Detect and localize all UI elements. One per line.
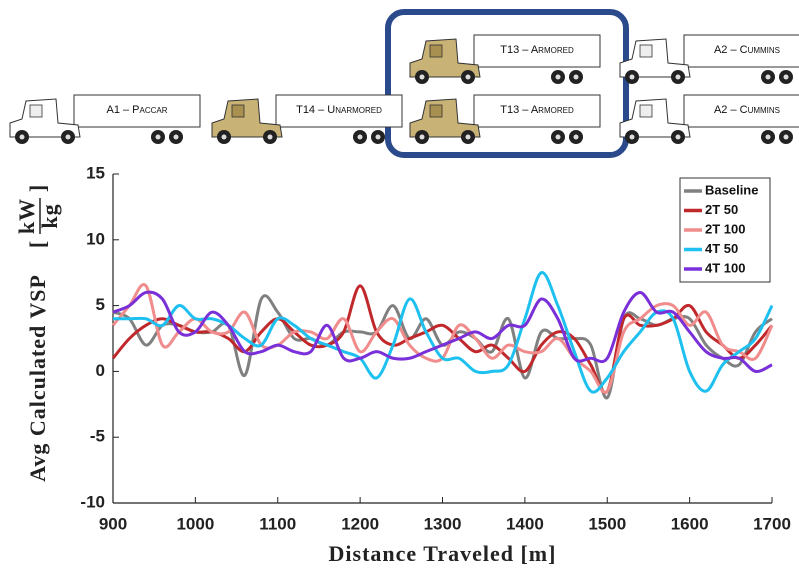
hub bbox=[19, 134, 25, 140]
trailer bbox=[473, 94, 601, 128]
hub bbox=[675, 134, 681, 140]
hub bbox=[419, 134, 425, 140]
legend-label: 4T 100 bbox=[705, 260, 745, 275]
hub bbox=[573, 74, 579, 80]
hub bbox=[155, 134, 161, 140]
hub bbox=[629, 134, 635, 140]
y-unit-num: kW bbox=[14, 198, 39, 234]
trailer bbox=[73, 94, 201, 128]
hub bbox=[419, 74, 425, 80]
legend-label: Baseline bbox=[705, 182, 758, 197]
cab bbox=[619, 38, 691, 78]
hub bbox=[65, 134, 71, 140]
trailer bbox=[275, 94, 403, 128]
x-tick-label: 1400 bbox=[506, 514, 544, 533]
series-line bbox=[111, 283, 774, 394]
hub bbox=[675, 74, 681, 80]
x-tick-label: 1300 bbox=[424, 514, 462, 533]
x-tick-label: 1500 bbox=[588, 514, 626, 533]
window bbox=[29, 104, 43, 118]
cab bbox=[409, 98, 481, 138]
truck-label: T13 – Armored bbox=[500, 44, 574, 56]
truck-label: T13 – Armored bbox=[500, 104, 574, 116]
cab bbox=[211, 98, 283, 138]
x-tick-label: 1100 bbox=[259, 514, 296, 533]
truck-label: A2 – Cummins bbox=[714, 44, 780, 56]
y-tick-label: 10 bbox=[86, 229, 105, 248]
truck-label: T14 – Unarmored bbox=[296, 104, 382, 116]
y-tick-label: -5 bbox=[90, 427, 105, 446]
y-axis-label: Avg Calculated VSP bbox=[25, 274, 50, 482]
hub bbox=[783, 134, 789, 140]
y-tick-label: -10 bbox=[80, 492, 105, 511]
hub bbox=[357, 134, 363, 140]
plot: -10 -5 0 5 10 15 900 1000 1100 1200 1300 1400 1500 16… bbox=[14, 163, 791, 566]
y-unit-den: kg bbox=[37, 203, 62, 228]
series-line bbox=[112, 290, 773, 373]
window bbox=[639, 104, 653, 118]
cab bbox=[9, 98, 81, 138]
trailer bbox=[683, 34, 799, 68]
y-tick-label: 0 bbox=[96, 361, 105, 380]
x-tick-label: 1000 bbox=[176, 514, 214, 533]
bracket: [ bbox=[25, 240, 50, 248]
cab bbox=[619, 98, 691, 138]
truck: T13 – Armored bbox=[409, 94, 601, 144]
highlight-box bbox=[385, 9, 629, 158]
truck: A1 – Paccar bbox=[9, 94, 201, 144]
bracket: ] bbox=[25, 184, 50, 192]
hub bbox=[555, 74, 561, 80]
x-tick-label: 1600 bbox=[671, 514, 709, 533]
truck-label: A2 – Cummins bbox=[714, 104, 780, 116]
truck: A2 – Cummins bbox=[619, 34, 799, 84]
cab bbox=[409, 38, 481, 78]
x-tick-label: 1200 bbox=[341, 514, 379, 533]
hub bbox=[629, 74, 635, 80]
hub bbox=[555, 134, 561, 140]
y-tick-label: 15 bbox=[86, 163, 105, 182]
hub bbox=[783, 74, 789, 80]
truck-label: A1 – Paccar bbox=[106, 104, 167, 116]
legend-label: 2T 50 bbox=[705, 202, 738, 217]
hub bbox=[573, 134, 579, 140]
y-tick-label: 5 bbox=[96, 295, 105, 314]
truck-images: T13 – Armored A2 – Cummins A1 – Paccar T14 … bbox=[9, 34, 799, 144]
truck: T13 – Armored bbox=[409, 34, 601, 84]
legend-label: 2T 100 bbox=[705, 221, 745, 236]
window bbox=[429, 44, 443, 58]
hub bbox=[765, 134, 771, 140]
series-line bbox=[111, 284, 774, 395]
trailer bbox=[683, 94, 799, 128]
hub bbox=[173, 134, 179, 140]
x-axis-label: Distance Traveled [m] bbox=[329, 541, 557, 566]
truck: A2 – Cummins bbox=[619, 94, 799, 144]
window bbox=[231, 104, 245, 118]
hub bbox=[267, 134, 273, 140]
hub bbox=[765, 74, 771, 80]
x-tick-label: 900 bbox=[99, 514, 127, 533]
hub bbox=[221, 134, 227, 140]
window bbox=[429, 104, 443, 118]
legend-label: 4T 50 bbox=[705, 241, 738, 256]
window bbox=[639, 44, 653, 58]
series-line bbox=[113, 271, 774, 394]
hub bbox=[465, 134, 471, 140]
hub bbox=[375, 134, 381, 140]
hub bbox=[465, 74, 471, 80]
x-tick-label: 1700 bbox=[753, 514, 791, 533]
trailer bbox=[473, 34, 601, 68]
truck: T14 – Unarmored bbox=[211, 94, 403, 144]
